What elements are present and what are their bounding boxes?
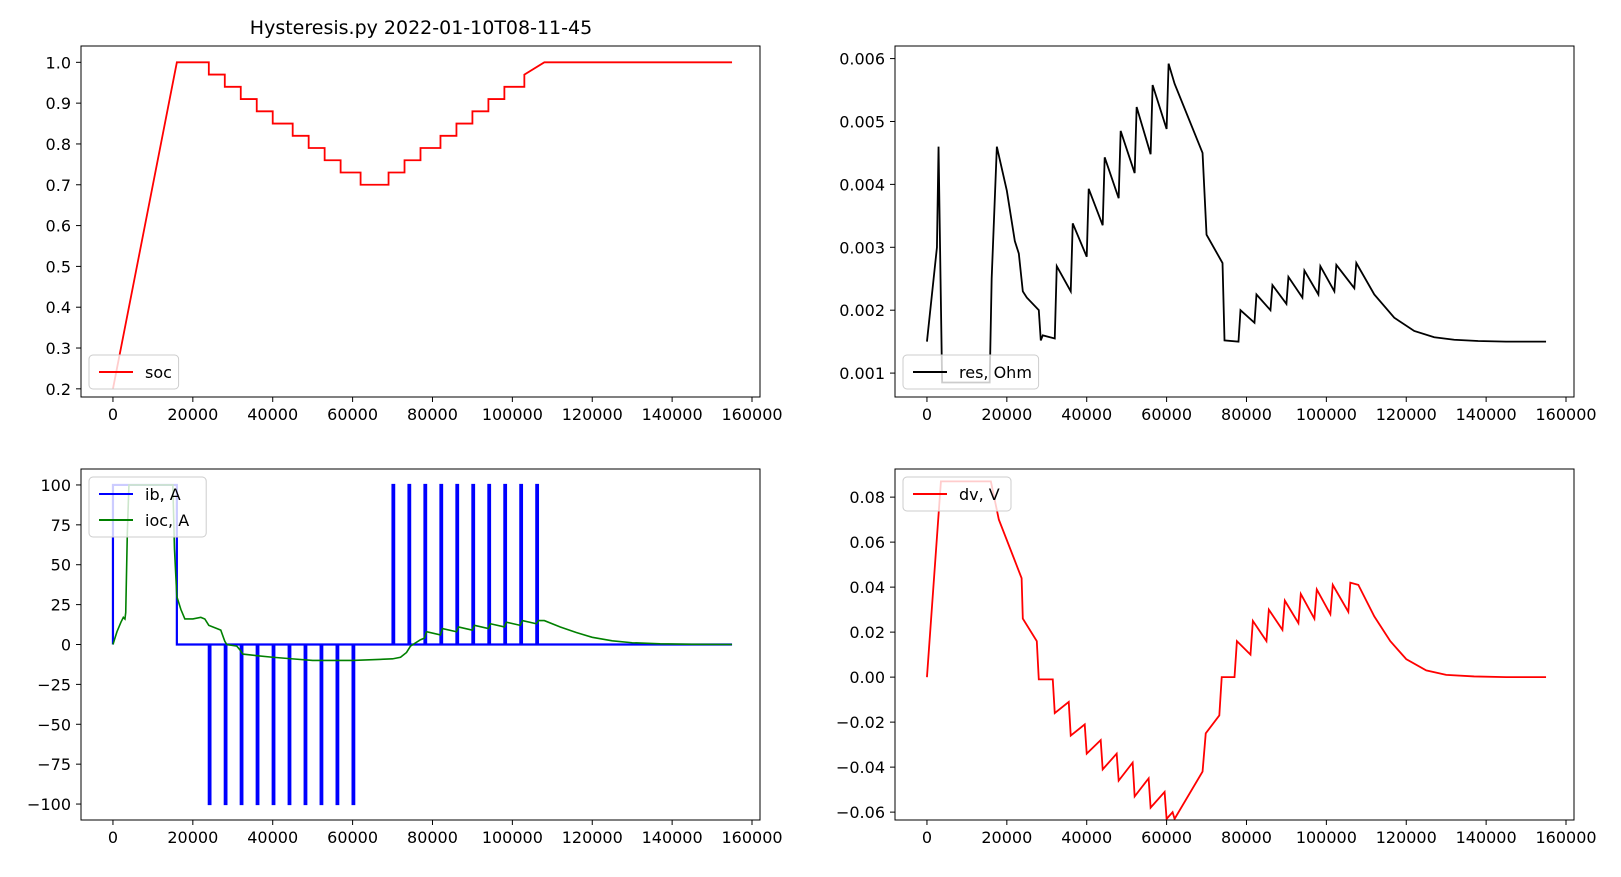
axes-frame [80, 468, 761, 821]
x-tick-label: 60000 [1141, 405, 1192, 424]
y-tick-label: 25 [51, 596, 71, 615]
y-tick-label: 0.006 [839, 50, 885, 69]
x-tick-label: 0 [108, 405, 118, 424]
x-tick-label: 60000 [327, 828, 378, 847]
x-tick-label: 20000 [981, 828, 1032, 847]
series-line-dv-v [926, 480, 1547, 820]
x-tick-label: 100000 [1296, 405, 1357, 424]
x-tick-label: 0 [922, 828, 932, 847]
x-tick-label: 60000 [1141, 828, 1192, 847]
resistance-plot: 0 20000 40000 60000 80000 100000 120000 140000 1… [839, 45, 1597, 424]
y-tick-label: 0.4 [46, 298, 71, 317]
x-tick-label: 20000 [981, 405, 1032, 424]
x-tick-label: 80000 [1221, 828, 1272, 847]
y-tick-label: 0.06 [849, 533, 885, 552]
legend-label: dv, V [959, 485, 1000, 504]
series-line-res-ohm [926, 63, 1547, 384]
x-tick-label: 80000 [1221, 405, 1272, 424]
x-tick-label: 40000 [1061, 405, 1112, 424]
x-tick-label: 120000 [1376, 828, 1437, 847]
legend-label: soc [145, 363, 172, 382]
y-tick-label: 50 [51, 556, 71, 575]
y-tick-label: 0.3 [46, 339, 71, 358]
y-tick-label: 0.7 [46, 176, 71, 195]
y-tick-label: 0.002 [839, 301, 885, 320]
x-tick-label: 0 [108, 828, 118, 847]
x-tick-label: 40000 [247, 405, 298, 424]
x-tick-label: 140000 [1456, 405, 1517, 424]
y-tick-label: 100 [40, 476, 71, 495]
y-tick-label: 0.8 [46, 135, 71, 154]
current-plot: 0 20000 40000 60000 80000 100000 120000 140000 1… [27, 468, 783, 847]
legend: res, Ohm [902, 354, 1040, 390]
axes-frame [894, 468, 1575, 821]
legend-label: ioc, A [145, 511, 189, 530]
x-tick-label: 60000 [327, 405, 378, 424]
y-tick-label: −50 [37, 715, 71, 734]
y-tick-label: 0.04 [849, 578, 885, 597]
x-tick-label: 0 [922, 405, 932, 424]
y-tick-label: −25 [37, 675, 71, 694]
series-line-ioc-a [112, 484, 733, 662]
y-tick-label: −75 [37, 755, 71, 774]
x-tick-label: 100000 [482, 405, 543, 424]
x-tick-label: 140000 [642, 405, 703, 424]
x-tick-label: 160000 [1535, 405, 1596, 424]
x-tick-label: 20000 [167, 828, 218, 847]
axes-frame [80, 45, 761, 398]
x-tick-label: 160000 [721, 828, 782, 847]
legend-label: res, Ohm [959, 363, 1032, 382]
y-tick-label: 0.5 [46, 257, 71, 276]
y-tick-label: 0.004 [839, 175, 885, 194]
x-tick-label: 140000 [642, 828, 703, 847]
y-tick-label: 0 [61, 636, 71, 655]
soc-plot: 0 20000 40000 60000 80000 100000 120000 140000 1… [46, 45, 783, 424]
x-tick-label: 20000 [167, 405, 218, 424]
legend: ib, A ioc, A [88, 476, 207, 538]
y-tick-label: 1.0 [46, 53, 71, 72]
x-tick-label: 160000 [721, 405, 782, 424]
series-line-soc [112, 61, 733, 390]
x-tick-label: 100000 [1296, 828, 1357, 847]
y-tick-label: 0.00 [849, 668, 885, 687]
y-tick-label: 0.9 [46, 94, 71, 113]
x-tick-label: 40000 [1061, 828, 1112, 847]
x-tick-label: 80000 [407, 405, 458, 424]
y-tick-label: 0.003 [839, 238, 885, 257]
y-tick-label: 0.6 [46, 217, 71, 236]
x-tick-label: 40000 [247, 828, 298, 847]
y-tick-label: −0.02 [836, 713, 885, 732]
series-line-ib-a [111, 483, 733, 806]
x-tick-label: 100000 [482, 828, 543, 847]
y-tick-label: 0.005 [839, 112, 885, 131]
x-tick-label: 120000 [562, 405, 623, 424]
x-tick-label: 140000 [1456, 828, 1517, 847]
y-tick-label: 0.08 [849, 488, 885, 507]
legend-label: ib, A [145, 485, 181, 504]
y-tick-label: 75 [51, 516, 71, 535]
y-tick-label: 0.001 [839, 364, 885, 383]
axes-frame [894, 45, 1575, 398]
y-tick-label: 0.2 [46, 380, 71, 399]
x-tick-label: 80000 [407, 828, 458, 847]
legend: dv, V [902, 476, 1012, 512]
y-tick-label: −0.04 [836, 758, 885, 777]
x-tick-label: 120000 [562, 828, 623, 847]
figure-title: Hysteresis.py 2022-01-10T08-11-45 [250, 17, 592, 39]
y-tick-label: 0.02 [849, 623, 885, 642]
dv-plot: 0 20000 40000 60000 80000 100000 120000 140000 1… [836, 468, 1597, 847]
x-tick-label: 120000 [1376, 405, 1437, 424]
legend: soc [88, 354, 180, 390]
x-tick-label: 160000 [1535, 828, 1596, 847]
y-tick-label: −100 [27, 795, 71, 814]
y-tick-label: −0.06 [836, 803, 885, 822]
